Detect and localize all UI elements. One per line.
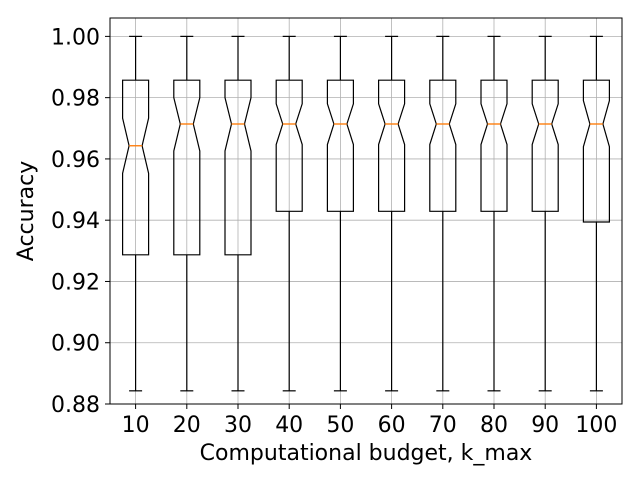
y-tick-label: 0.90 bbox=[51, 332, 100, 357]
x-axis-ticks: 10 20 30 40 50 60 70 80 90 100 bbox=[122, 404, 617, 438]
box-90 bbox=[531, 35, 559, 392]
box-60 bbox=[378, 35, 406, 392]
x-tick-label: 20 bbox=[173, 413, 201, 438]
box-70 bbox=[429, 35, 457, 392]
x-tick-label: 90 bbox=[531, 413, 559, 438]
box-40 bbox=[275, 35, 303, 392]
notched-box bbox=[275, 79, 303, 212]
y-tick-label: 0.98 bbox=[51, 87, 100, 112]
plot-frame bbox=[109, 17, 623, 405]
y-tick-label: 0.94 bbox=[51, 209, 100, 234]
x-tick-label: 40 bbox=[275, 413, 303, 438]
box-10 bbox=[121, 35, 150, 392]
y-tick-label: 1.00 bbox=[51, 25, 100, 50]
notched-box bbox=[224, 79, 252, 256]
notched-box bbox=[121, 79, 150, 256]
boxes bbox=[121, 35, 611, 392]
notched-box bbox=[582, 79, 611, 223]
notched-box bbox=[378, 79, 406, 212]
x-tick-label: 80 bbox=[480, 413, 508, 438]
box-50 bbox=[326, 35, 354, 392]
box-20 bbox=[173, 35, 201, 392]
y-tick-label: 0.92 bbox=[51, 270, 100, 295]
box-30 bbox=[224, 35, 252, 392]
notched-box bbox=[429, 79, 457, 212]
x-tick-label: 70 bbox=[429, 413, 457, 438]
box-80 bbox=[480, 35, 508, 392]
y-tick-label: 0.88 bbox=[51, 393, 100, 418]
x-tick-label: 100 bbox=[575, 413, 617, 438]
x-axis-label: Computational budget, k_max bbox=[200, 441, 533, 466]
x-tick-label: 30 bbox=[224, 413, 252, 438]
notched-box bbox=[531, 79, 559, 212]
y-axis-label: Accuracy bbox=[14, 161, 39, 261]
notched-box bbox=[173, 79, 201, 256]
x-tick-label: 50 bbox=[326, 413, 354, 438]
x-tick-label: 60 bbox=[378, 413, 406, 438]
box-100 bbox=[582, 35, 611, 392]
notched-box bbox=[326, 79, 354, 212]
notched-box bbox=[480, 79, 508, 212]
x-tick-label: 10 bbox=[122, 413, 150, 438]
y-tick-label: 0.96 bbox=[51, 148, 100, 173]
y-axis-ticks: 0.88 0.90 0.92 0.94 0.96 0.98 1.00 bbox=[51, 25, 110, 418]
